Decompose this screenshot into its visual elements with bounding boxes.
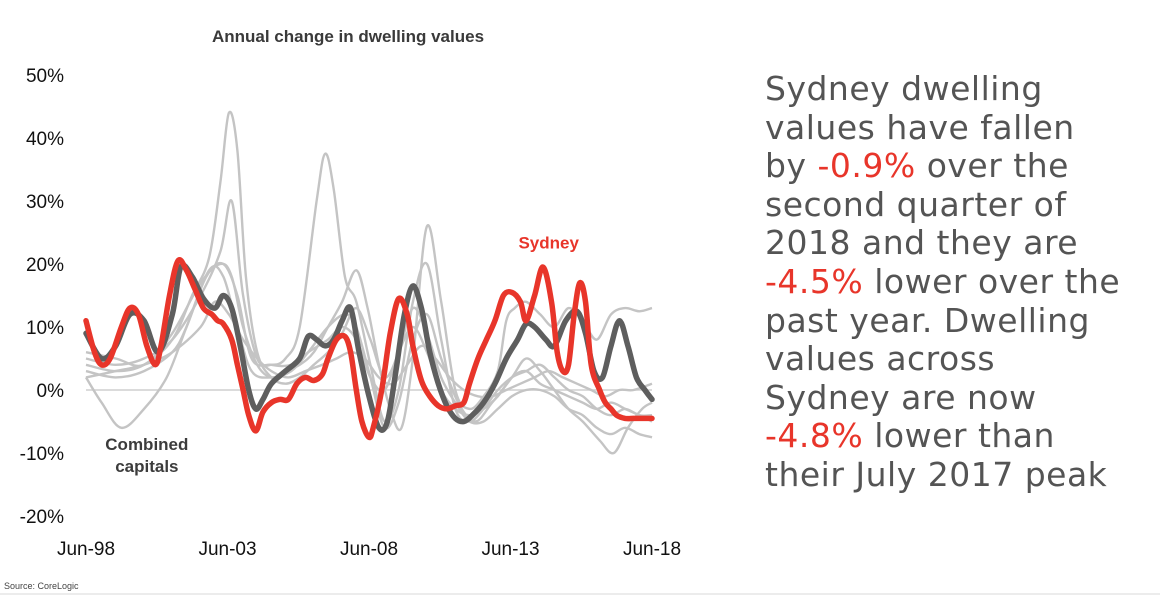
y-axis-ticks: 50% 40% 30% 20% 10% 0% -10% -20% bbox=[20, 66, 64, 528]
commentary-line: Sydney are now bbox=[765, 377, 1037, 417]
city-series-line bbox=[85, 300, 653, 399]
commentary-line: values have fallen bbox=[765, 107, 1075, 147]
y-tick-label: 40% bbox=[26, 129, 64, 150]
commentary-line: by -0.9% over the bbox=[765, 146, 1069, 186]
highlighted-series-lines bbox=[83, 257, 655, 441]
x-tick-label: Jun-98 bbox=[57, 539, 115, 560]
commentary-line: second quarter of bbox=[765, 184, 1067, 224]
x-tick-label: Jun-18 bbox=[623, 539, 681, 560]
series-annotation: Combined bbox=[105, 435, 188, 454]
x-tick-label: Jun-13 bbox=[481, 539, 539, 560]
y-tick-label: -20% bbox=[20, 507, 64, 528]
commentary-line: -4.5% lower over the bbox=[765, 261, 1121, 301]
annual-change-highlight: -4.5% bbox=[765, 261, 864, 301]
commentary-line: 2018 and they are bbox=[765, 223, 1079, 263]
chart-title: Annual change in dwelling values bbox=[212, 27, 484, 46]
series-annotation: Sydney bbox=[518, 233, 579, 252]
y-tick-label: 50% bbox=[26, 66, 64, 87]
sydney-series-line bbox=[83, 257, 655, 441]
series-annotations: Sydney Combined capitals bbox=[105, 233, 579, 476]
y-tick-label: -10% bbox=[20, 444, 64, 465]
source-note: Source: CoreLogic bbox=[4, 581, 79, 591]
x-axis-ticks: Jun-98 Jun-03 Jun-08 Jun-13 Jun-18 bbox=[57, 539, 681, 560]
series-annotation: capitals bbox=[115, 457, 178, 476]
commentary-line: Sydney dwelling bbox=[765, 69, 1043, 108]
y-tick-label: 30% bbox=[26, 192, 64, 213]
y-tick-label: 0% bbox=[37, 381, 65, 402]
peak-change-highlight: -4.8% bbox=[765, 416, 864, 456]
y-tick-label: 20% bbox=[26, 255, 64, 276]
commentary-text: Sydney dwelling values have fallen by -0… bbox=[765, 69, 1150, 495]
x-tick-label: Jun-03 bbox=[198, 539, 256, 560]
combined-capitals-series-line bbox=[83, 262, 655, 433]
x-tick-label: Jun-08 bbox=[340, 539, 398, 560]
quarterly-change-highlight: -0.9% bbox=[817, 146, 916, 186]
y-tick-label: 10% bbox=[26, 318, 64, 339]
commentary-line: -4.8% lower than bbox=[765, 416, 1055, 456]
city-series-line bbox=[85, 224, 653, 432]
commentary-line: past year. Dwelling bbox=[765, 300, 1090, 340]
commentary-line: their July 2017 peak bbox=[765, 454, 1108, 494]
commentary-line: values across bbox=[765, 339, 996, 379]
